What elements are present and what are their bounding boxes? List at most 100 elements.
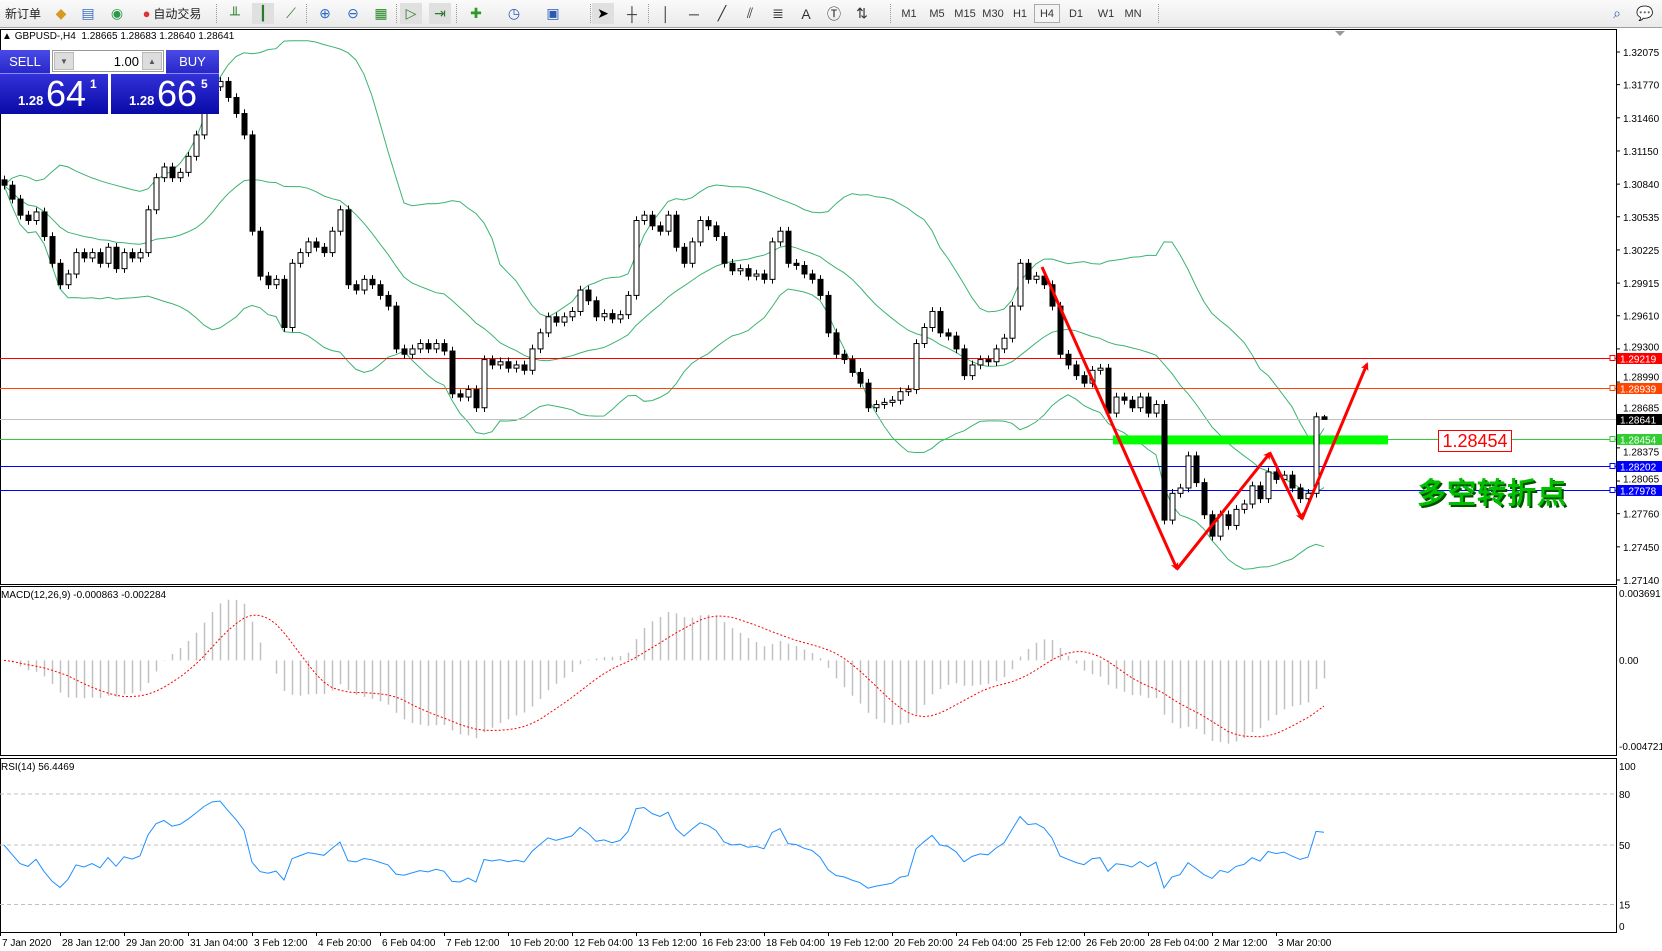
candle[interactable]: [369, 275, 376, 289]
candle[interactable]: [1289, 470, 1296, 493]
candle[interactable]: [1161, 400, 1168, 525]
candle[interactable]: [881, 398, 888, 409]
candle[interactable]: [609, 309, 616, 324]
candle[interactable]: [257, 226, 264, 281]
candle[interactable]: [73, 248, 80, 279]
candle[interactable]: [561, 312, 568, 327]
candle[interactable]: [1321, 414, 1328, 420]
candle[interactable]: [673, 210, 680, 252]
reversal-point-annotation[interactable]: 多空转折点: [1417, 476, 1568, 510]
candle[interactable]: [353, 280, 360, 295]
chart-shift-marker[interactable]: [1335, 31, 1345, 36]
candle[interactable]: [225, 77, 232, 102]
candle[interactable]: [985, 355, 992, 367]
trend-arrow[interactable]: [1175, 451, 1272, 570]
candle[interactable]: [129, 248, 136, 263]
candle[interactable]: [1025, 259, 1032, 284]
candle[interactable]: [89, 248, 96, 263]
candle[interactable]: [409, 344, 416, 359]
line-chart-icon[interactable]: ⟋: [286, 5, 296, 21]
candle[interactable]: [1, 175, 8, 190]
candle[interactable]: [305, 237, 312, 257]
candle[interactable]: [929, 307, 936, 332]
candle[interactable]: [401, 344, 408, 359]
candle[interactable]: [689, 237, 696, 268]
candle[interactable]: [513, 360, 520, 373]
candle[interactable]: [569, 307, 576, 322]
text-label-icon[interactable]: Ⓣ: [827, 5, 841, 22]
candle[interactable]: [1137, 392, 1144, 413]
candle[interactable]: [649, 210, 656, 231]
candle[interactable]: [17, 194, 24, 220]
search-icon[interactable]: ⌕: [1613, 5, 1621, 21]
candle[interactable]: [345, 205, 352, 289]
support-resistance-zone[interactable]: [1113, 435, 1388, 445]
candle[interactable]: [1081, 371, 1088, 388]
candle[interactable]: [897, 387, 904, 405]
candle[interactable]: [1097, 363, 1104, 375]
candle[interactable]: [185, 152, 192, 177]
candle[interactable]: [1193, 451, 1200, 487]
candle[interactable]: [945, 328, 952, 341]
candle[interactable]: [801, 261, 808, 279]
candle[interactable]: [961, 344, 968, 380]
macd-pane[interactable]: [0, 586, 1617, 756]
candle[interactable]: [745, 264, 752, 281]
zoom-out-icon[interactable]: ⊖: [347, 5, 359, 21]
candle[interactable]: [161, 162, 168, 182]
candle[interactable]: [1177, 483, 1184, 498]
candle[interactable]: [1121, 392, 1128, 405]
candle[interactable]: [793, 259, 800, 270]
candle[interactable]: [545, 312, 552, 338]
level-handle[interactable]: [1609, 487, 1616, 493]
lot-increase-button[interactable]: ▲: [142, 52, 162, 70]
periods-icon[interactable]: ◷: [507, 5, 521, 21]
trend-arrow[interactable]: [1040, 266, 1179, 571]
candle[interactable]: [393, 301, 400, 354]
candle[interactable]: [1233, 505, 1240, 530]
fibonacci-icon[interactable]: ≣: [772, 5, 784, 21]
lot-decrease-button[interactable]: ▼: [54, 52, 74, 70]
candle[interactable]: [993, 344, 1000, 367]
candle[interactable]: [233, 93, 240, 118]
candle[interactable]: [177, 168, 184, 182]
candle[interactable]: [425, 339, 432, 354]
candle[interactable]: [825, 291, 832, 338]
candle[interactable]: [1017, 259, 1024, 311]
candle[interactable]: [817, 275, 824, 300]
candle[interactable]: [441, 339, 448, 356]
candle[interactable]: [505, 357, 512, 373]
candle[interactable]: [1201, 478, 1208, 520]
timeframe-h4[interactable]: H4: [1034, 4, 1060, 23]
navigator-icon[interactable]: ▤: [81, 5, 95, 21]
candle[interactable]: [849, 355, 856, 377]
indicators-icon[interactable]: ✚: [470, 5, 482, 21]
candle[interactable]: [1073, 360, 1080, 380]
candle[interactable]: [385, 291, 392, 311]
candle[interactable]: [337, 205, 344, 236]
candle[interactable]: [633, 216, 640, 300]
candle[interactable]: [937, 307, 944, 338]
chart-shift-icon[interactable]: ⇥: [429, 3, 451, 24]
candle[interactable]: [9, 180, 16, 204]
candle[interactable]: [1001, 333, 1008, 354]
timeframe-m15[interactable]: M15: [954, 7, 976, 20]
candle[interactable]: [241, 109, 248, 140]
candle[interactable]: [977, 355, 984, 370]
cursor-icon[interactable]: ➤: [592, 3, 614, 24]
candle[interactable]: [153, 173, 160, 215]
equidistant-channel-icon[interactable]: ⫽: [746, 5, 754, 21]
candle[interactable]: [641, 210, 648, 225]
candle[interactable]: [585, 285, 592, 306]
candle[interactable]: [601, 309, 608, 322]
candle[interactable]: [97, 248, 104, 268]
candle[interactable]: [313, 237, 320, 252]
candle[interactable]: [281, 275, 288, 332]
level-handle[interactable]: [1609, 463, 1616, 469]
candle[interactable]: [473, 385, 480, 413]
candle[interactable]: [657, 221, 664, 236]
candle[interactable]: [417, 339, 424, 354]
candle[interactable]: [57, 259, 64, 289]
timeframe-m30[interactable]: M30: [982, 7, 1004, 20]
